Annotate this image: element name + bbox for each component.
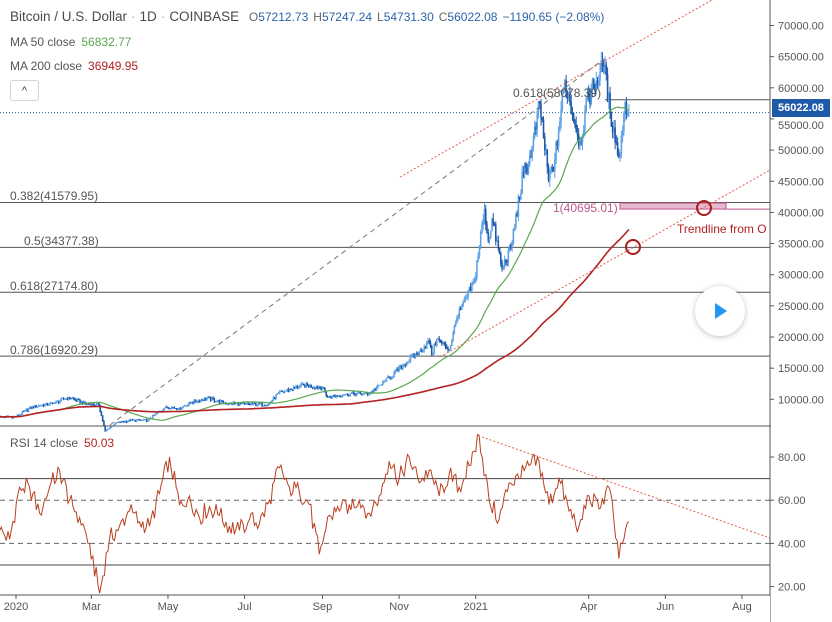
- time-axis-label: May: [158, 601, 179, 613]
- symbol-name[interactable]: Bitcoin / U.S. Dollar: [10, 9, 128, 24]
- rsi-axis-label: 40.00: [778, 538, 806, 550]
- target-label: 1(40695.01): [553, 201, 618, 215]
- play-button[interactable]: [695, 286, 745, 336]
- close-label: C: [438, 10, 448, 24]
- price-axis-label: 25000.00: [778, 301, 824, 313]
- change-value: −1190.65 (−2.08%): [502, 10, 605, 24]
- time-axis-label: 2020: [4, 601, 28, 613]
- time-axis-label: 2021: [463, 601, 487, 613]
- interval[interactable]: 1D: [139, 9, 157, 24]
- ma200-value: 36949.95: [88, 59, 139, 73]
- candles: [0, 51, 630, 432]
- collapse-legend-button[interactable]: ^: [10, 80, 39, 101]
- rsi-axis-label: 80.00: [778, 452, 806, 464]
- price-axis-label: 55000.00: [778, 120, 824, 132]
- ma200-legend[interactable]: MA 200 close 36949.95: [10, 59, 138, 73]
- low-value: 54731.30: [383, 10, 434, 24]
- chevron-up-icon: ^: [21, 85, 28, 97]
- time-axis-label: Sep: [313, 601, 333, 613]
- rsi-legend[interactable]: RSI 14 close 50.03: [10, 436, 114, 450]
- symbol-header: Bitcoin / U.S. Dollar · 1D · COINBASE O57212…: [10, 9, 609, 24]
- fib-label-0786: 0.786(16920.29): [10, 343, 99, 357]
- rsi-axis-label: 60.00: [778, 495, 806, 507]
- marker-circle: [696, 200, 712, 216]
- rsi-value: 50.03: [84, 436, 115, 450]
- price-axis-label: 10000.00: [778, 394, 824, 406]
- time-axis-label: Jul: [238, 601, 252, 613]
- ohlc-values: O57212.73 H57247.24 L54731.30 C56022.08 −119…: [249, 10, 609, 24]
- ma50-line: [0, 106, 630, 421]
- fib-label-upper-0618: 0.618(58078.39): [513, 86, 602, 100]
- price-axis-label: 65000.00: [778, 52, 824, 64]
- price-axis-label: 35000.00: [778, 239, 824, 251]
- separator: ·: [160, 9, 166, 24]
- rsi-label: RSI 14 close: [10, 436, 79, 450]
- rsi-trendline: [481, 436, 771, 539]
- price-axis-label: 45000.00: [778, 176, 824, 188]
- marker-circle: [625, 239, 641, 255]
- price-axis-label: 15000.00: [778, 363, 824, 375]
- price-axis-label: 40000.00: [778, 207, 824, 219]
- ma50-value: 56832.77: [81, 35, 132, 49]
- price-axis-label: 60000.00: [778, 83, 824, 95]
- open-value: 57212.73: [258, 10, 309, 24]
- high-label: H: [313, 10, 322, 24]
- close-value: 56022.08: [447, 10, 498, 24]
- time-axis-label: Aug: [732, 601, 752, 613]
- separator: ·: [131, 9, 136, 24]
- open-label: O: [248, 10, 259, 24]
- high-value: 57247.24: [321, 10, 372, 24]
- trendline-label: Trendline from O: [677, 222, 767, 236]
- fib-label-05: 0.5(34377.38): [24, 234, 99, 248]
- channel-lower-line: [439, 169, 771, 358]
- last-price-label: 56022.08: [772, 99, 830, 117]
- exchange: COINBASE: [169, 9, 240, 24]
- time-axis-bg: [0, 596, 770, 622]
- ma200-label: MA 200 close: [10, 59, 83, 73]
- price-axis-label: 70000.00: [778, 21, 824, 33]
- rsi-line: [0, 433, 630, 594]
- time-axis-label: Mar: [82, 601, 101, 613]
- price-axis-label: 50000.00: [778, 145, 824, 157]
- ma200-line: [0, 228, 630, 418]
- dashed-trendline: [109, 61, 601, 426]
- price-axis-label: 20000.00: [778, 332, 824, 344]
- fib-label-0618: 0.618(27174.80): [10, 279, 99, 293]
- ma50-label: MA 50 close: [10, 35, 76, 49]
- fib-label-0382: 0.382(41579.95): [10, 189, 99, 203]
- time-axis-label: Apr: [580, 601, 597, 613]
- target-zone: [619, 202, 727, 210]
- ma50-legend[interactable]: MA 50 close 56832.77: [10, 35, 131, 49]
- low-label: L: [377, 10, 384, 24]
- play-icon: [715, 303, 727, 319]
- time-axis-label: Jun: [656, 601, 674, 613]
- price-axis-label: 30000.00: [778, 270, 824, 282]
- time-axis-label: Nov: [389, 601, 409, 613]
- rsi-axis-label: 20.00: [778, 582, 806, 594]
